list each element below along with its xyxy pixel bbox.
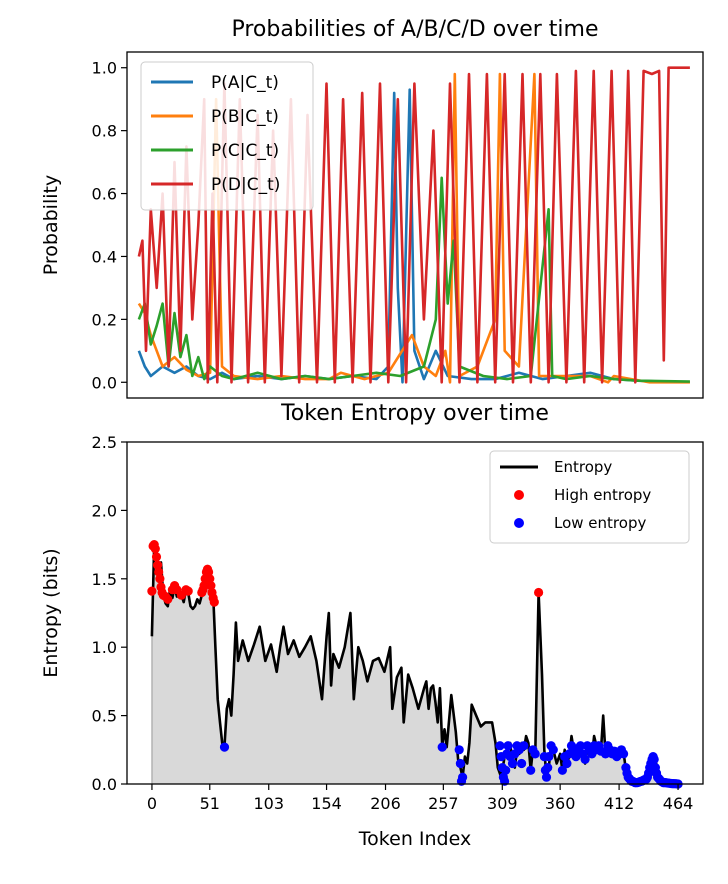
low-entropy-point — [501, 765, 511, 775]
entropy-legend: Entropy High entropy Low entropy — [489, 450, 690, 544]
y-tick-label: 0.8 — [92, 122, 117, 141]
probability-y-ticks: 0.0 0.2 0.4 0.6 0.8 1.0 — [92, 59, 127, 392]
x-tick-label: 51 — [200, 794, 220, 813]
legend-label-p-a-c-t: P(A|C_t) — [211, 73, 279, 93]
y-tick-label: 0.5 — [92, 707, 117, 726]
high-entropy-point — [209, 597, 219, 607]
entropy-y-ticks: 0.0 0.5 1.0 1.5 2.0 2.5 — [92, 433, 127, 794]
x-tick-label: 309 — [487, 794, 518, 813]
low-entropy-point — [437, 742, 447, 752]
high-entropy-point — [153, 560, 163, 570]
legend-swatch-low-entropy — [514, 518, 524, 528]
legend-label-p-c-c-t: P(C|C_t) — [211, 141, 279, 161]
high-entropy-point — [205, 574, 215, 584]
legend-label-high-entropy: High entropy — [554, 486, 651, 504]
y-tick-label: 0.2 — [92, 310, 117, 329]
entropy-chart-title: Token Entropy over time — [280, 401, 549, 426]
entropy-area-fill — [151, 544, 679, 784]
probability-chart: Probabilities of A/B/C/D over time 0.00.… — [40, 17, 704, 399]
entropy-axes-frame — [126, 441, 704, 785]
y-tick-label: 1.0 — [92, 638, 117, 657]
x-tick-label: 257 — [428, 794, 459, 813]
low-entropy-point — [580, 754, 590, 765]
low-entropy-point — [562, 758, 572, 769]
high-entropy-point — [204, 567, 214, 577]
legend-label-p-d-c-t: P(D|C_t) — [211, 175, 280, 195]
y-tick-label: 0.6 — [92, 185, 117, 204]
low-entropy-point — [507, 758, 518, 769]
entropy-x-ticks: 0 51 103 154 206 257 309 360 412 464 — [147, 784, 693, 813]
high-entropy-point — [151, 552, 162, 562]
legend-box — [140, 61, 314, 211]
x-tick-label: 154 — [311, 794, 342, 813]
y-tick-label: 1.0 — [92, 59, 117, 78]
x-tick-label: 0 — [147, 794, 157, 813]
x-tick-label: 412 — [604, 794, 635, 813]
x-tick-label: 103 — [253, 794, 284, 813]
y-tick-label: 2.5 — [92, 433, 117, 452]
low-entropy-point — [649, 754, 659, 765]
low-entropy-point — [219, 742, 230, 752]
low-entropy-point — [544, 752, 554, 762]
low-entropy-point — [530, 749, 540, 759]
y-tick-label: 0.0 — [92, 373, 117, 392]
high-entropy-point — [147, 586, 157, 596]
probability-legend: P(A|C_t) P(B|C_t) P(C|C_t) P(D|C_t) — [140, 61, 314, 211]
high-entropy-point — [534, 587, 544, 598]
probability-axes-frame — [126, 51, 704, 399]
low-entropy-point — [543, 763, 553, 773]
low-entropy-point — [548, 745, 558, 755]
low-entropy-point — [495, 741, 505, 751]
x-tick-label: 464 — [663, 794, 694, 813]
low-entropy-point — [526, 765, 536, 775]
low-entropy-point — [503, 741, 513, 751]
low-entropy-point — [619, 749, 629, 759]
y-tick-label: 0.0 — [92, 775, 117, 794]
legend-label-low-entropy: Low entropy — [554, 514, 646, 532]
high-entropy-point — [206, 581, 216, 591]
low-entropy-point — [458, 772, 468, 782]
low-entropy-point — [557, 765, 568, 775]
low-entropy-point — [541, 772, 552, 782]
high-entropy-point — [199, 581, 209, 591]
legend-label-p-b-c-t: P(B|C_t) — [211, 107, 279, 127]
low-entropy-point — [517, 758, 527, 769]
low-entropy-point — [519, 741, 529, 751]
y-tick-label: 1.5 — [92, 570, 117, 589]
entropy-x-axis-label: Token Index — [358, 828, 471, 850]
entropy-chart: Token Entropy over time 0.0 0.5 1.0 1.5 2.0 2… — [40, 401, 704, 850]
legend-box — [489, 450, 690, 544]
y-tick-label: 2.0 — [92, 501, 117, 520]
legend-label-entropy: Entropy — [554, 458, 612, 476]
probability-y-axis-label: Probability — [40, 175, 62, 275]
low-entropy-point — [455, 758, 465, 769]
legend-swatch-high-entropy — [514, 490, 524, 500]
y-tick-label: 0.4 — [92, 247, 117, 266]
probability-chart-title: Probabilities of A/B/C/D over time — [231, 17, 598, 42]
low-entropy-point — [575, 741, 586, 751]
high-entropy-point — [183, 586, 193, 596]
x-tick-label: 206 — [370, 794, 401, 813]
high-entropy-point — [155, 574, 165, 584]
high-entropy-point — [154, 567, 164, 577]
entropy-y-axis-label: Entropy (bits) — [40, 548, 62, 677]
high-entropy-point — [150, 544, 160, 554]
high-entropy-point — [163, 594, 173, 604]
entropy-plot-area — [147, 540, 683, 789]
low-entropy-point — [454, 745, 464, 755]
x-tick-label: 360 — [545, 794, 576, 813]
